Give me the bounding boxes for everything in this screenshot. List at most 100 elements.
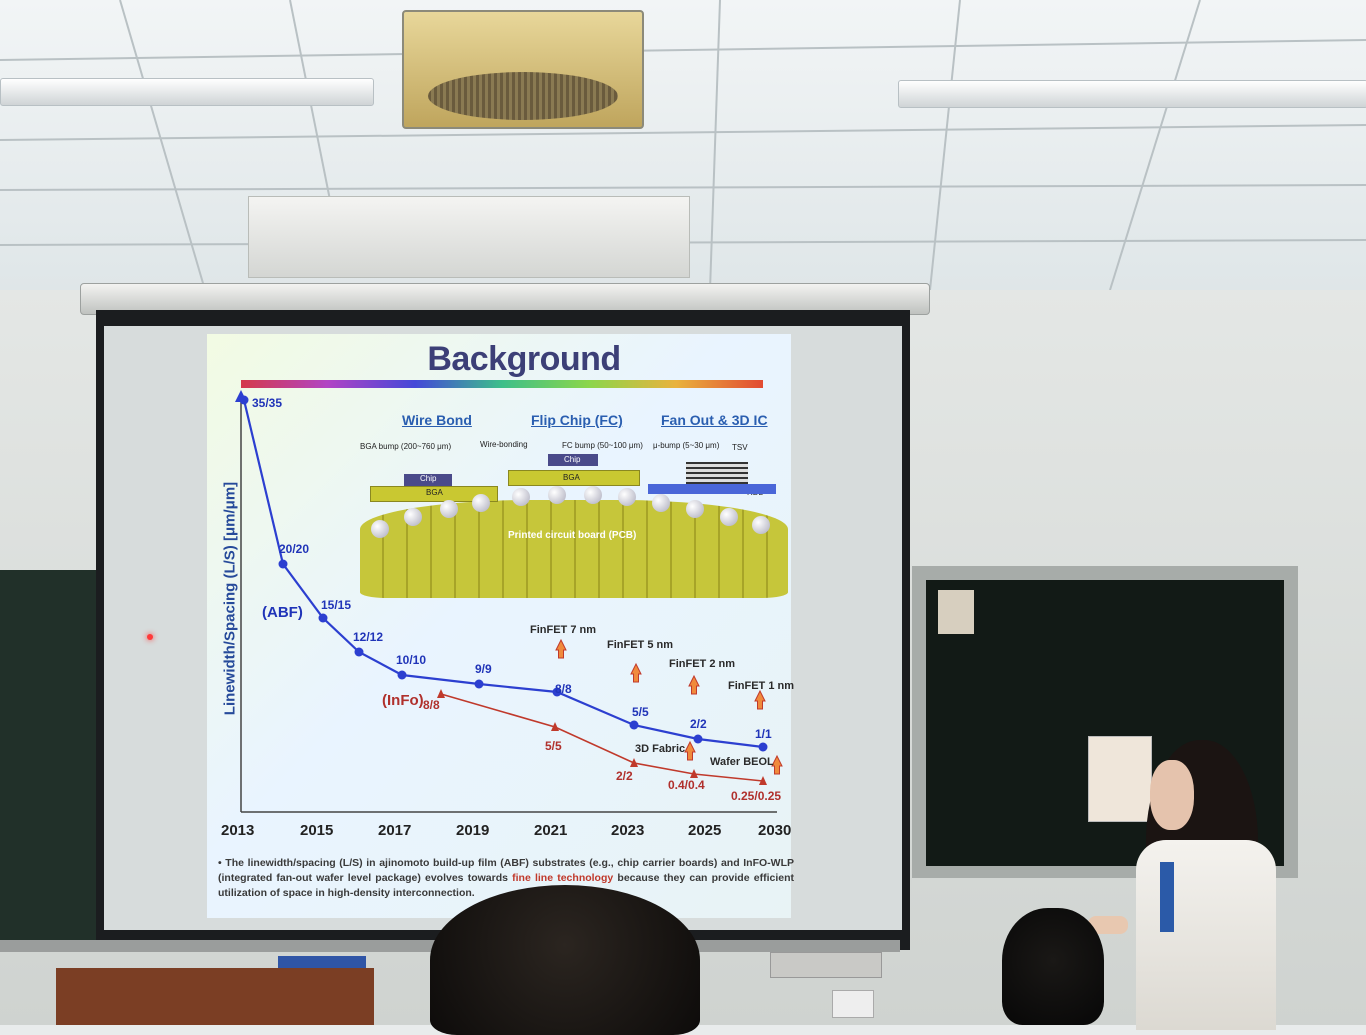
column-fan-out: Fan Out & 3D IC	[661, 412, 768, 428]
data-point	[437, 689, 445, 698]
x-tick-label: 2025	[688, 822, 722, 839]
flip-chip-bga-label: BGA	[563, 473, 580, 482]
x-tick-label: 2030	[758, 822, 792, 839]
x-tick-label: 2021	[534, 822, 568, 839]
caption-bullet: •	[218, 857, 226, 869]
series-line-0	[242, 399, 764, 749]
data-point	[278, 559, 288, 569]
solder-ball	[404, 508, 422, 526]
ceiling-duct	[248, 196, 690, 278]
solder-ball	[472, 494, 490, 512]
solder-ball	[440, 500, 458, 518]
annotation-3d-fabric: 3D Fabric	[635, 743, 686, 755]
title-rainbow-bar	[241, 380, 763, 388]
wire-bond-bga-label: BGA	[426, 488, 443, 497]
wire-bond-chip-label: Chip	[420, 474, 437, 483]
solder-ball	[584, 486, 602, 504]
data-point	[551, 722, 559, 731]
x-tick-label: 2017	[378, 822, 412, 839]
fan-grill	[428, 72, 618, 120]
caption-text-c: because they can provide efficient utili…	[218, 872, 794, 900]
pcb-label: Printed circuit board (PCB)	[508, 530, 637, 541]
data-point	[397, 670, 407, 680]
audience-head-center	[430, 885, 700, 1035]
label-u-bump: μ-bump (5~30 μm)	[653, 441, 720, 450]
column-flip-chip: Flip Chip (FC)	[531, 412, 623, 428]
flip-chip-chip-label: Chip	[564, 455, 581, 464]
annotation-wafer-beol: Wafer BEOL	[710, 756, 774, 768]
solder-ball	[618, 488, 636, 506]
desk	[56, 968, 374, 1025]
solder-ball	[686, 500, 704, 518]
wire-bond-substrate	[370, 486, 498, 502]
presenter-face	[1150, 760, 1194, 830]
annotation-finfet-1: FinFET 1 nm	[728, 680, 794, 692]
series-label-abf: (ABF)	[262, 604, 303, 621]
data-label: 5/5	[632, 705, 649, 719]
caption-highlight: fine line technology	[512, 872, 614, 885]
fan-out-substrate	[648, 484, 776, 494]
x-tick-label: 2019	[456, 822, 490, 839]
data-label: 9/9	[475, 662, 492, 676]
up-arrow-icon	[688, 674, 700, 695]
label-tsv: TSV	[732, 443, 748, 452]
chart-series-layer	[239, 395, 768, 785]
solder-ball	[512, 488, 530, 506]
data-label: 8/8	[423, 698, 440, 712]
posted-paper	[1088, 736, 1152, 822]
wall-outlet	[832, 990, 874, 1018]
data-point	[758, 742, 768, 752]
chart-axes	[235, 390, 777, 813]
data-point	[629, 720, 639, 730]
up-arrow-icon	[754, 689, 766, 710]
x-tick-label: 2023	[611, 822, 645, 839]
data-point	[690, 769, 698, 778]
blackboard-left	[0, 570, 98, 950]
annotation-finfet-7: FinFET 7 nm	[530, 624, 596, 636]
data-point	[630, 758, 638, 767]
data-label: 12/12	[353, 630, 384, 644]
flip-chip-substrate	[508, 470, 640, 486]
presenter-body	[1136, 840, 1276, 1030]
up-arrow-icon	[684, 740, 696, 761]
data-label: 35/35	[252, 396, 283, 410]
slide-caption: • The linewidth/spacing (L/S) in ajinomo…	[218, 856, 794, 902]
x-tick-label: 2013	[221, 822, 255, 839]
data-point	[239, 395, 249, 405]
data-point	[693, 734, 703, 744]
data-label: 5/5	[545, 739, 562, 753]
posted-note	[938, 590, 974, 634]
up-arrow-icon	[630, 662, 642, 683]
wire-bond-chip	[404, 474, 452, 486]
caption-text-d: interconnection.	[393, 887, 475, 900]
data-label: 10/10	[396, 653, 427, 667]
label-wire-bonding: Wire-bonding	[480, 440, 528, 449]
data-label: 2/2	[690, 717, 707, 731]
data-point	[318, 613, 328, 623]
projector-screen-housing	[80, 283, 930, 315]
solder-ball	[652, 494, 670, 512]
solder-ball	[720, 508, 738, 526]
fan-out-stack	[686, 462, 748, 484]
data-label: 0.4/0.4	[668, 778, 705, 792]
series-label-info: (InFo)	[382, 692, 424, 709]
up-arrow-icon	[771, 754, 783, 775]
data-label: 1/1	[755, 727, 772, 741]
column-wire-bond: Wire Bond	[402, 412, 472, 428]
chart	[235, 390, 783, 813]
solder-ball	[548, 486, 566, 504]
power-strip	[770, 952, 882, 978]
up-arrow-icon	[555, 638, 567, 659]
annotation-finfet-2: FinFET 2 nm	[669, 658, 735, 670]
data-label: 15/15	[321, 598, 352, 612]
annotation-finfet-5: FinFET 5 nm	[607, 639, 673, 651]
laser-pointer-dot	[147, 634, 153, 640]
data-point	[474, 679, 484, 689]
solder-ball	[371, 520, 389, 538]
chart-arrows-layer	[555, 638, 783, 775]
ceiling-light-left	[0, 78, 374, 106]
x-tick-label: 2015	[300, 822, 334, 839]
slide-title: Background	[427, 340, 621, 378]
ceiling-light-right	[898, 80, 1366, 108]
data-label: 2/2	[616, 769, 633, 783]
